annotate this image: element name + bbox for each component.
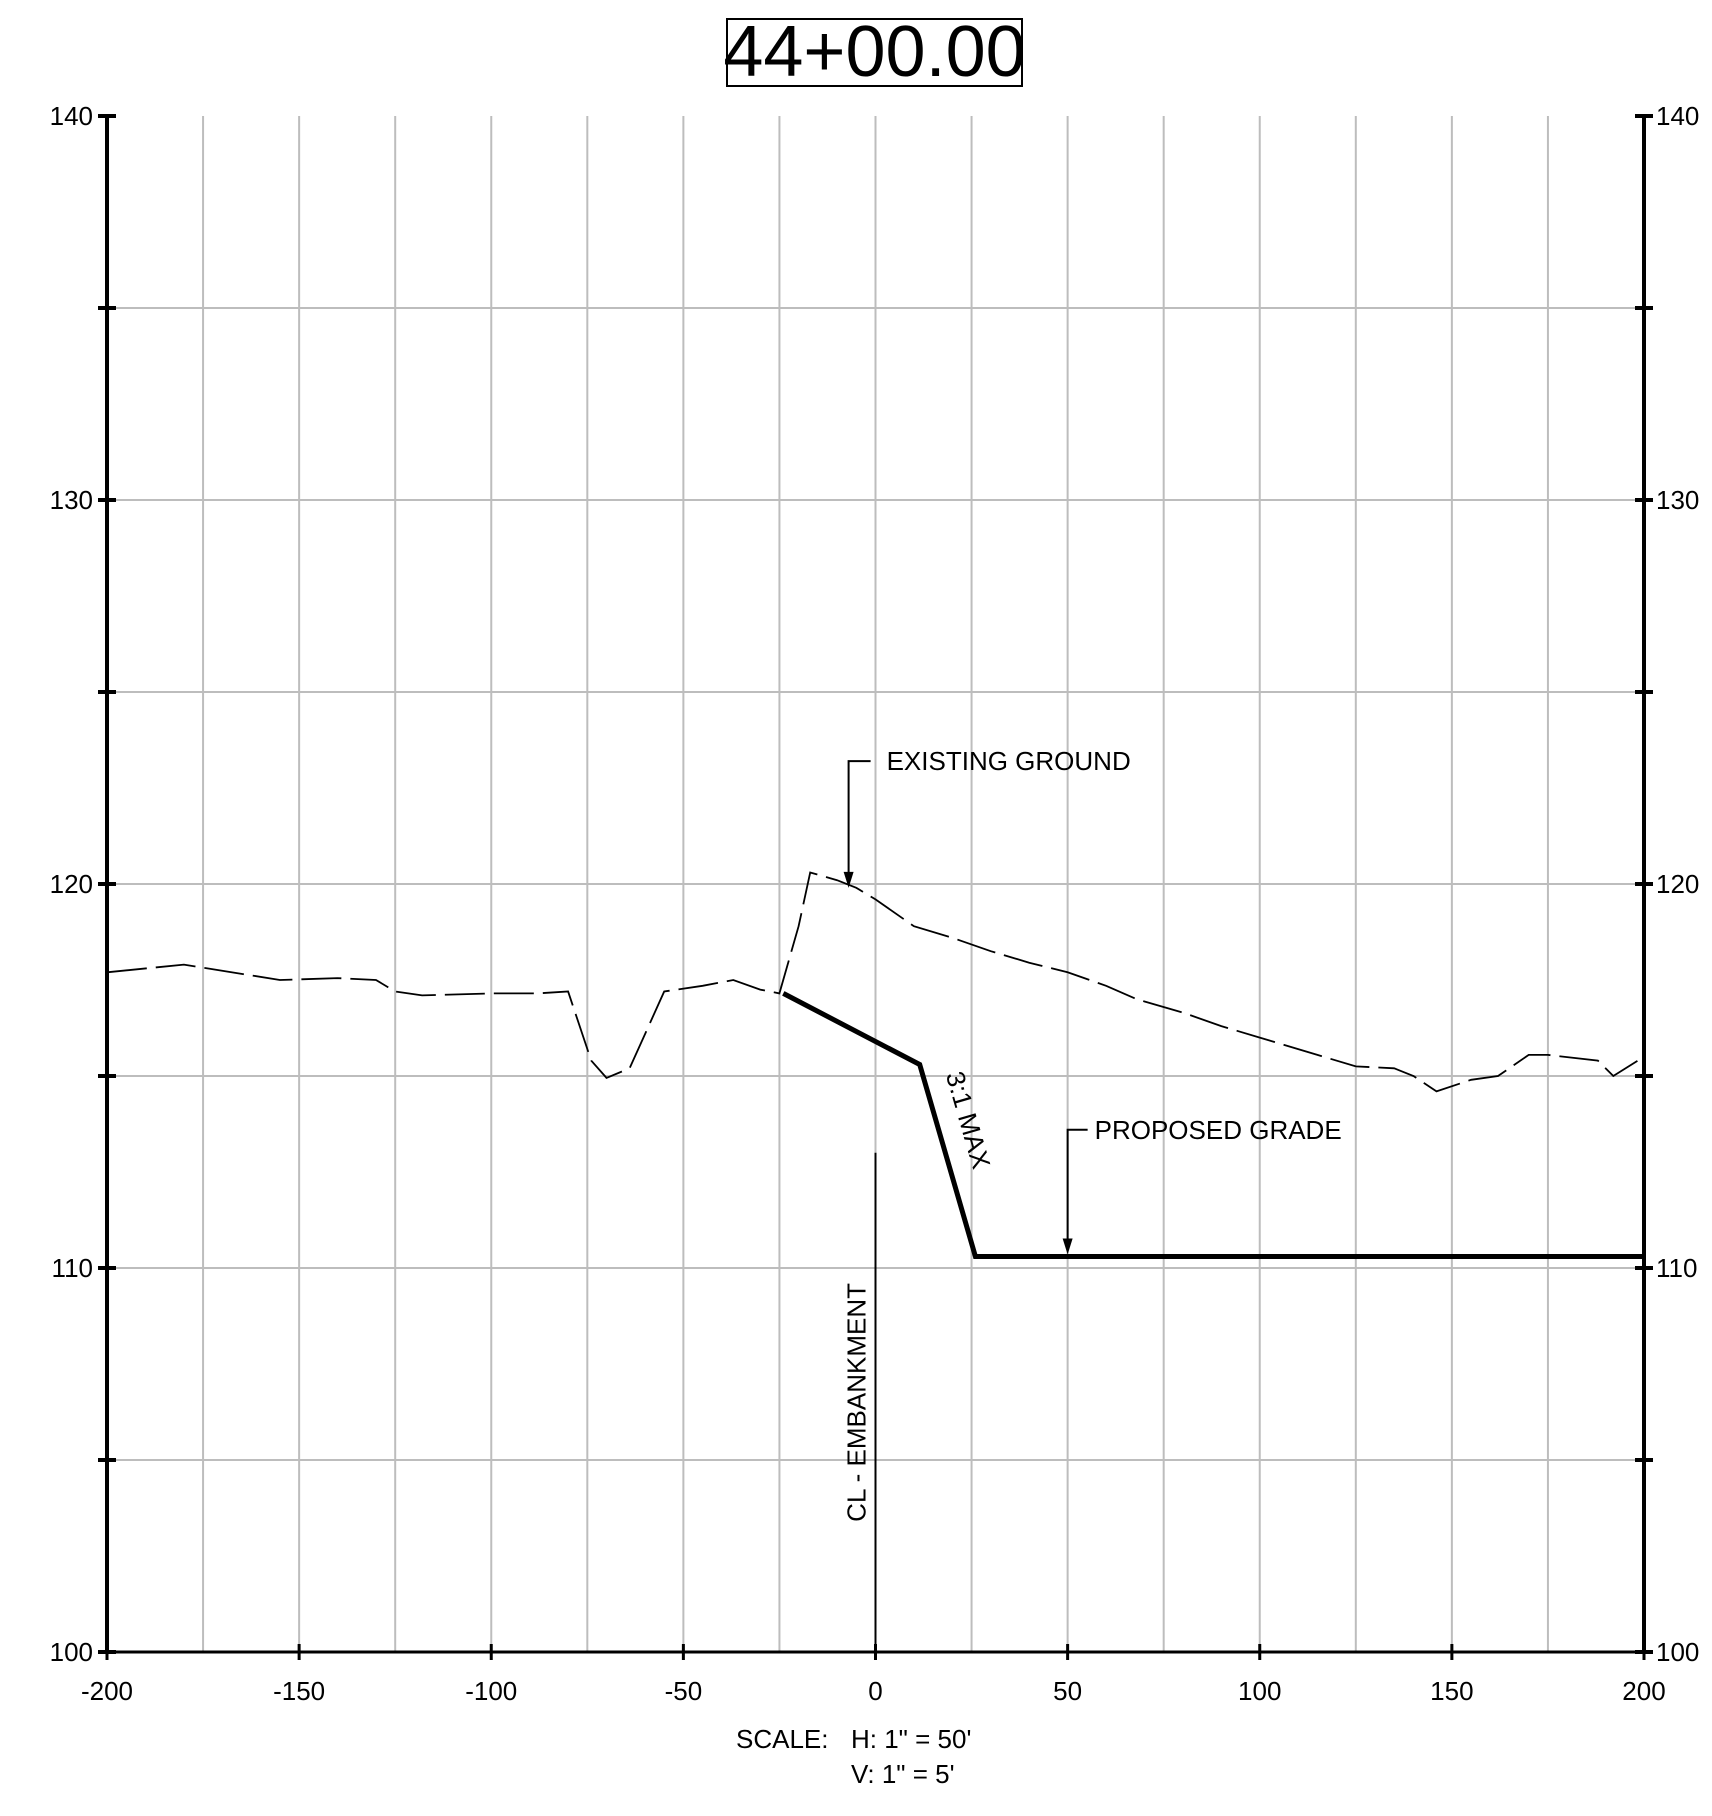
y-tick-label-left: 110 [52, 1253, 93, 1283]
x-tick-label: 0 [868, 1676, 882, 1706]
existing-ground-line [106, 871, 1645, 1093]
x-tick-label: -200 [81, 1676, 133, 1706]
x-tick-label: -150 [273, 1676, 325, 1706]
series [106, 871, 1645, 1259]
proposed-grade-line [782, 991, 1644, 1259]
proposed-grade-leader [1066, 1128, 1088, 1243]
y-tick-label-right: 110 [1656, 1253, 1697, 1283]
proposed-grade-label: PROPOSED GRADE [1095, 1115, 1342, 1145]
existing-ground-label: EXISTING GROUND [887, 746, 1131, 776]
proposed-grade-callout: PROPOSED GRADE [1062, 1115, 1342, 1255]
x-tick-label: 100 [1238, 1676, 1281, 1706]
y-tick-label-right: 100 [1656, 1637, 1699, 1667]
centerline-label: CL - EMBANKMENT [842, 1283, 872, 1522]
scale-horizontal: H: 1" = 50' [851, 1724, 971, 1754]
grid [107, 116, 1644, 1652]
scale-label: SCALE: [736, 1724, 829, 1754]
existing-ground-callout: EXISTING GROUND [843, 746, 1131, 888]
y-tick-label-left: 100 [50, 1637, 93, 1667]
station-title: 44+00.00 [723, 12, 1025, 92]
y-tick-label-right: 140 [1656, 101, 1699, 131]
x-tick-label: 50 [1053, 1676, 1082, 1706]
x-tick-label: 200 [1622, 1676, 1665, 1706]
existing-ground-leader [847, 760, 871, 876]
y-tick-label-left: 130 [50, 485, 93, 515]
y-tick-label-right: 130 [1656, 485, 1699, 515]
axes: 100 100 110 110 120 120 130 130 140 140 -200 -150 -1… [50, 101, 1700, 1706]
y-tick-label-left: 140 [50, 101, 93, 131]
existing-ground-arrowhead [843, 871, 854, 888]
proposed-grade-arrowhead [1062, 1238, 1073, 1255]
x-tick-label: -100 [465, 1676, 517, 1706]
title-box [726, 18, 1023, 87]
scale-vertical: V: 1" = 5' [851, 1759, 955, 1789]
y-tick-label-right: 120 [1656, 869, 1699, 899]
x-tick-label: 150 [1430, 1676, 1473, 1706]
x-tick-label: -50 [665, 1676, 703, 1706]
y-tick-label-left: 120 [50, 869, 93, 899]
